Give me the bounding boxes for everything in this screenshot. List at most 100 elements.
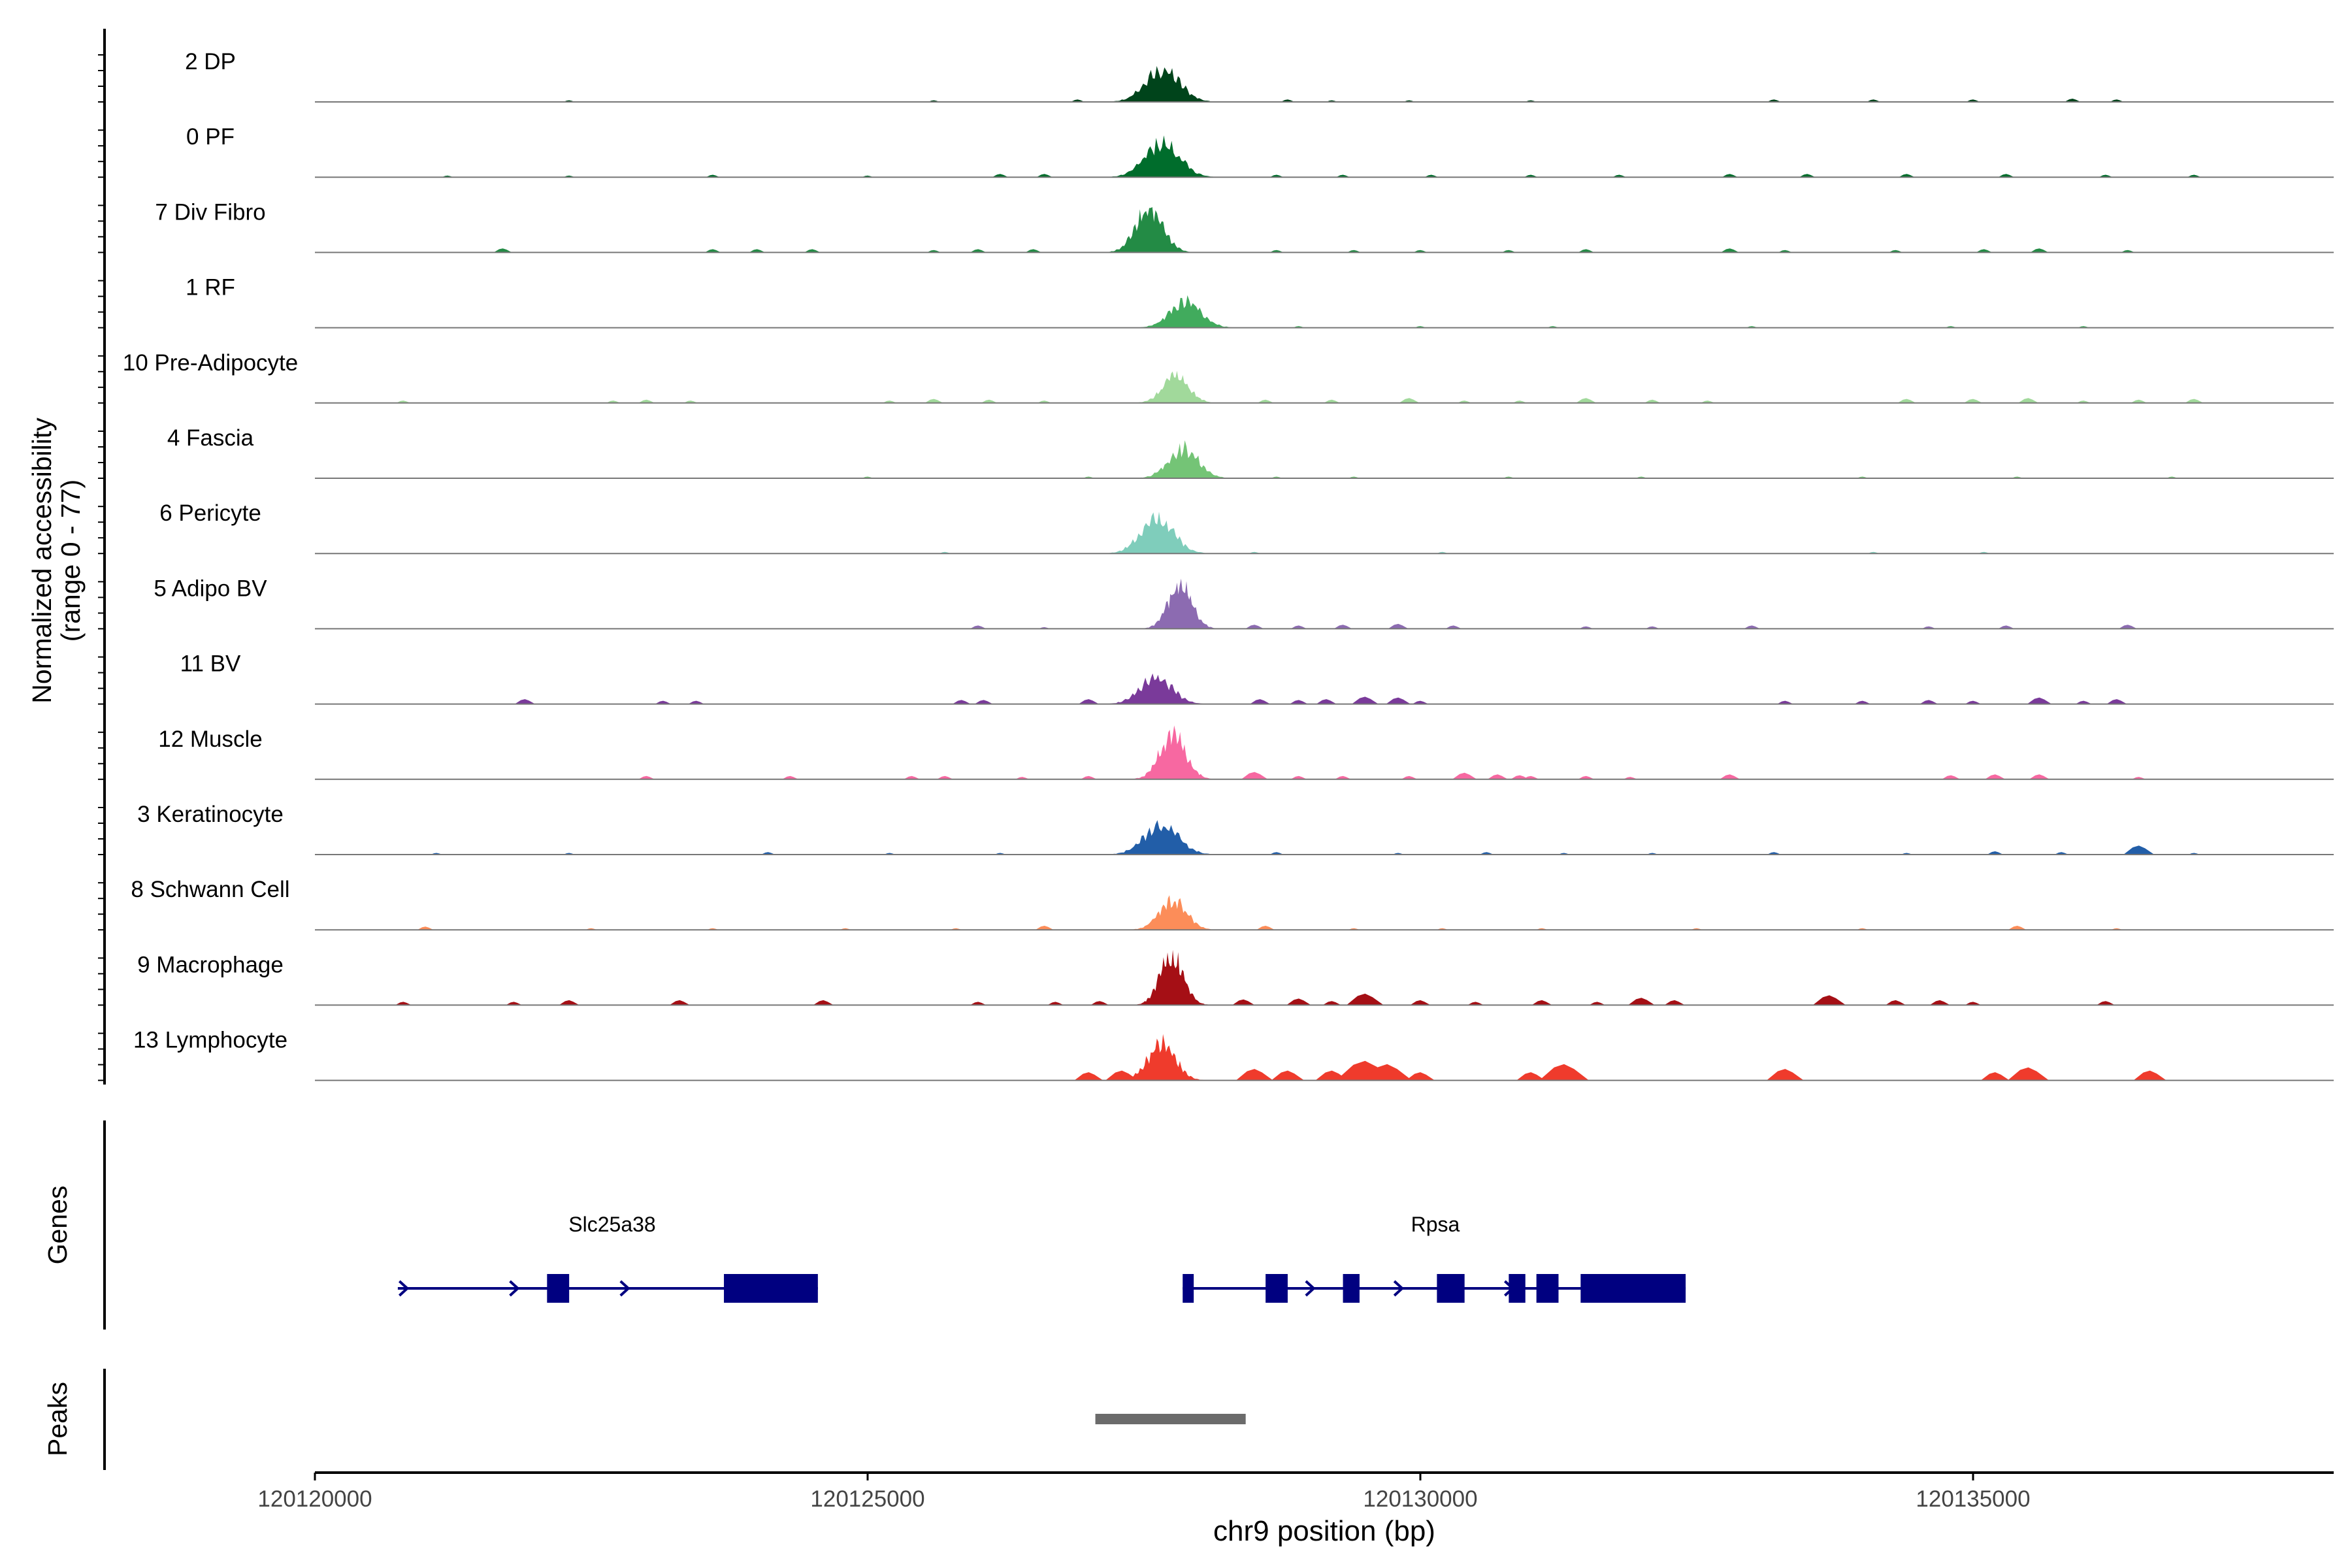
gene-model: Slc25a38 — [397, 1213, 818, 1303]
accessibility-blip — [1386, 697, 1411, 704]
track: 0 PF — [186, 124, 2334, 178]
accessibility-blip — [904, 776, 921, 779]
gene-name: Rpsa — [1411, 1213, 1460, 1236]
accessibility-blip — [514, 699, 536, 704]
accessibility-blip — [1245, 625, 1264, 629]
accessibility-blip — [974, 700, 993, 704]
accessibility-blip — [1777, 700, 1793, 704]
accessibility-blip — [2075, 700, 2092, 704]
accessibility-blip — [1467, 1002, 1484, 1005]
accessibility-blip — [1854, 700, 1871, 704]
accessibility-blip — [506, 1002, 522, 1005]
track-label: 8 Schwann Cell — [131, 877, 289, 902]
accessibility-blip — [952, 700, 971, 704]
strand-arrow — [1504, 1280, 1515, 1297]
accessibility-blip — [1324, 399, 1340, 403]
strand-arrow — [1183, 1280, 1194, 1297]
accessibility-blip — [1256, 926, 1275, 930]
accessibility-peak — [1095, 512, 1230, 554]
accessibility-blip — [1589, 1002, 1606, 1005]
accessibility-blip — [1929, 1000, 1950, 1005]
accessibility-blip — [1919, 700, 1938, 704]
track-label: 1 RF — [186, 275, 235, 301]
accessibility-blip — [1998, 625, 2015, 629]
accessibility-blip — [1452, 772, 1477, 779]
gene-exon — [724, 1274, 818, 1303]
accessibility-blip — [559, 1000, 580, 1005]
accessibility-blip — [1539, 1064, 1589, 1081]
accessibility-blip — [1720, 774, 1740, 779]
accessibility-blip — [1401, 776, 1418, 779]
accessibility-peak — [1127, 370, 1233, 403]
accessibility-blip — [1722, 174, 1739, 178]
accessibility-blip — [1522, 776, 1539, 779]
track: 2 DP — [185, 49, 2334, 103]
accessibility-blip — [1035, 926, 1054, 930]
strand-arrow — [509, 1280, 520, 1297]
accessibility-blip — [1965, 1002, 1982, 1005]
accessibility-blip — [1720, 248, 1739, 253]
accessibility-peak — [1122, 895, 1233, 930]
accessibility-peak — [1098, 66, 1238, 102]
accessibility-blip — [1644, 399, 1661, 403]
accessibility-blip — [2008, 926, 2027, 930]
accessibility-blip — [1286, 998, 1311, 1005]
accessibility-blip — [1886, 1000, 1906, 1005]
y-axis-ticks — [98, 54, 105, 1081]
accessibility-blip — [2008, 1067, 2050, 1081]
accessibility-blip — [1025, 249, 1042, 253]
accessibility-blip — [1322, 1001, 1341, 1005]
accessibility-blip — [804, 249, 821, 253]
accessibility-blip — [1257, 399, 1274, 403]
accessibility-blip — [1942, 775, 1961, 779]
x-axis-ticks: 120120000 120125000 120130000 120135000 — [257, 1473, 2031, 1512]
genes-track-label: Genes — [42, 1186, 73, 1265]
gene-name: Slc25a38 — [568, 1213, 655, 1236]
accessibility-blip — [1232, 999, 1255, 1005]
accessibility-blip — [1511, 775, 1529, 779]
accessibility-peak — [1096, 673, 1227, 704]
accessibility-blip — [395, 1002, 412, 1005]
track-label: 2 DP — [185, 49, 236, 74]
accessibility-blip — [992, 174, 1009, 178]
accessibility-blip — [1316, 699, 1337, 704]
accessibility-blip — [1352, 696, 1379, 704]
accessibility-blip — [688, 700, 705, 704]
track: 12 Muscle — [158, 725, 2334, 780]
accessibility-blip — [493, 248, 512, 253]
track-label: 13 Lymphocyte — [133, 1028, 287, 1053]
accessibility-blip — [1964, 399, 1982, 403]
accessibility-blip — [981, 399, 998, 403]
strand-arrow — [619, 1280, 630, 1297]
accessibility-blip — [813, 1000, 834, 1005]
accessibility-blip — [2030, 248, 2049, 253]
genes-track: Genes Slc25a38 Rpsa — [42, 1120, 1686, 1330]
accessibility-blip — [970, 1002, 987, 1005]
accessibility-blip — [1965, 700, 1982, 704]
accessibility-blip — [2027, 697, 2052, 704]
gene-exon — [1266, 1274, 1288, 1303]
accessibility-blip — [1445, 625, 1462, 629]
strand-arrow — [1305, 1280, 1316, 1297]
accessibility-blip — [749, 249, 766, 253]
accessibility-blip — [638, 399, 655, 403]
strand-arrow — [399, 1280, 410, 1297]
accessibility-blip — [1976, 249, 1993, 253]
accessibility-peak — [1124, 725, 1230, 779]
accessibility-blip — [1362, 1064, 1413, 1081]
accessibility-blip — [2106, 699, 2127, 704]
accessibility-blip — [1412, 700, 1429, 704]
accessibility-blip — [1487, 774, 1508, 779]
track: 10 Pre-Adipocyte — [123, 350, 2334, 404]
accessibility-blip — [1289, 700, 1308, 704]
accessibility-blip — [1812, 995, 1846, 1005]
accessibility-blip — [655, 700, 672, 704]
accessibility-blip — [2123, 845, 2155, 855]
track-label: 12 Muscle — [158, 727, 263, 752]
x-tick-label: 120135000 — [1916, 1486, 2030, 1512]
accessibility-peak — [1097, 207, 1211, 253]
accessibility-blip — [937, 776, 953, 779]
track: 11 BV — [180, 651, 2334, 705]
track: 7 Div Fibro — [155, 199, 2334, 253]
track-label: 6 Pericyte — [159, 500, 261, 526]
